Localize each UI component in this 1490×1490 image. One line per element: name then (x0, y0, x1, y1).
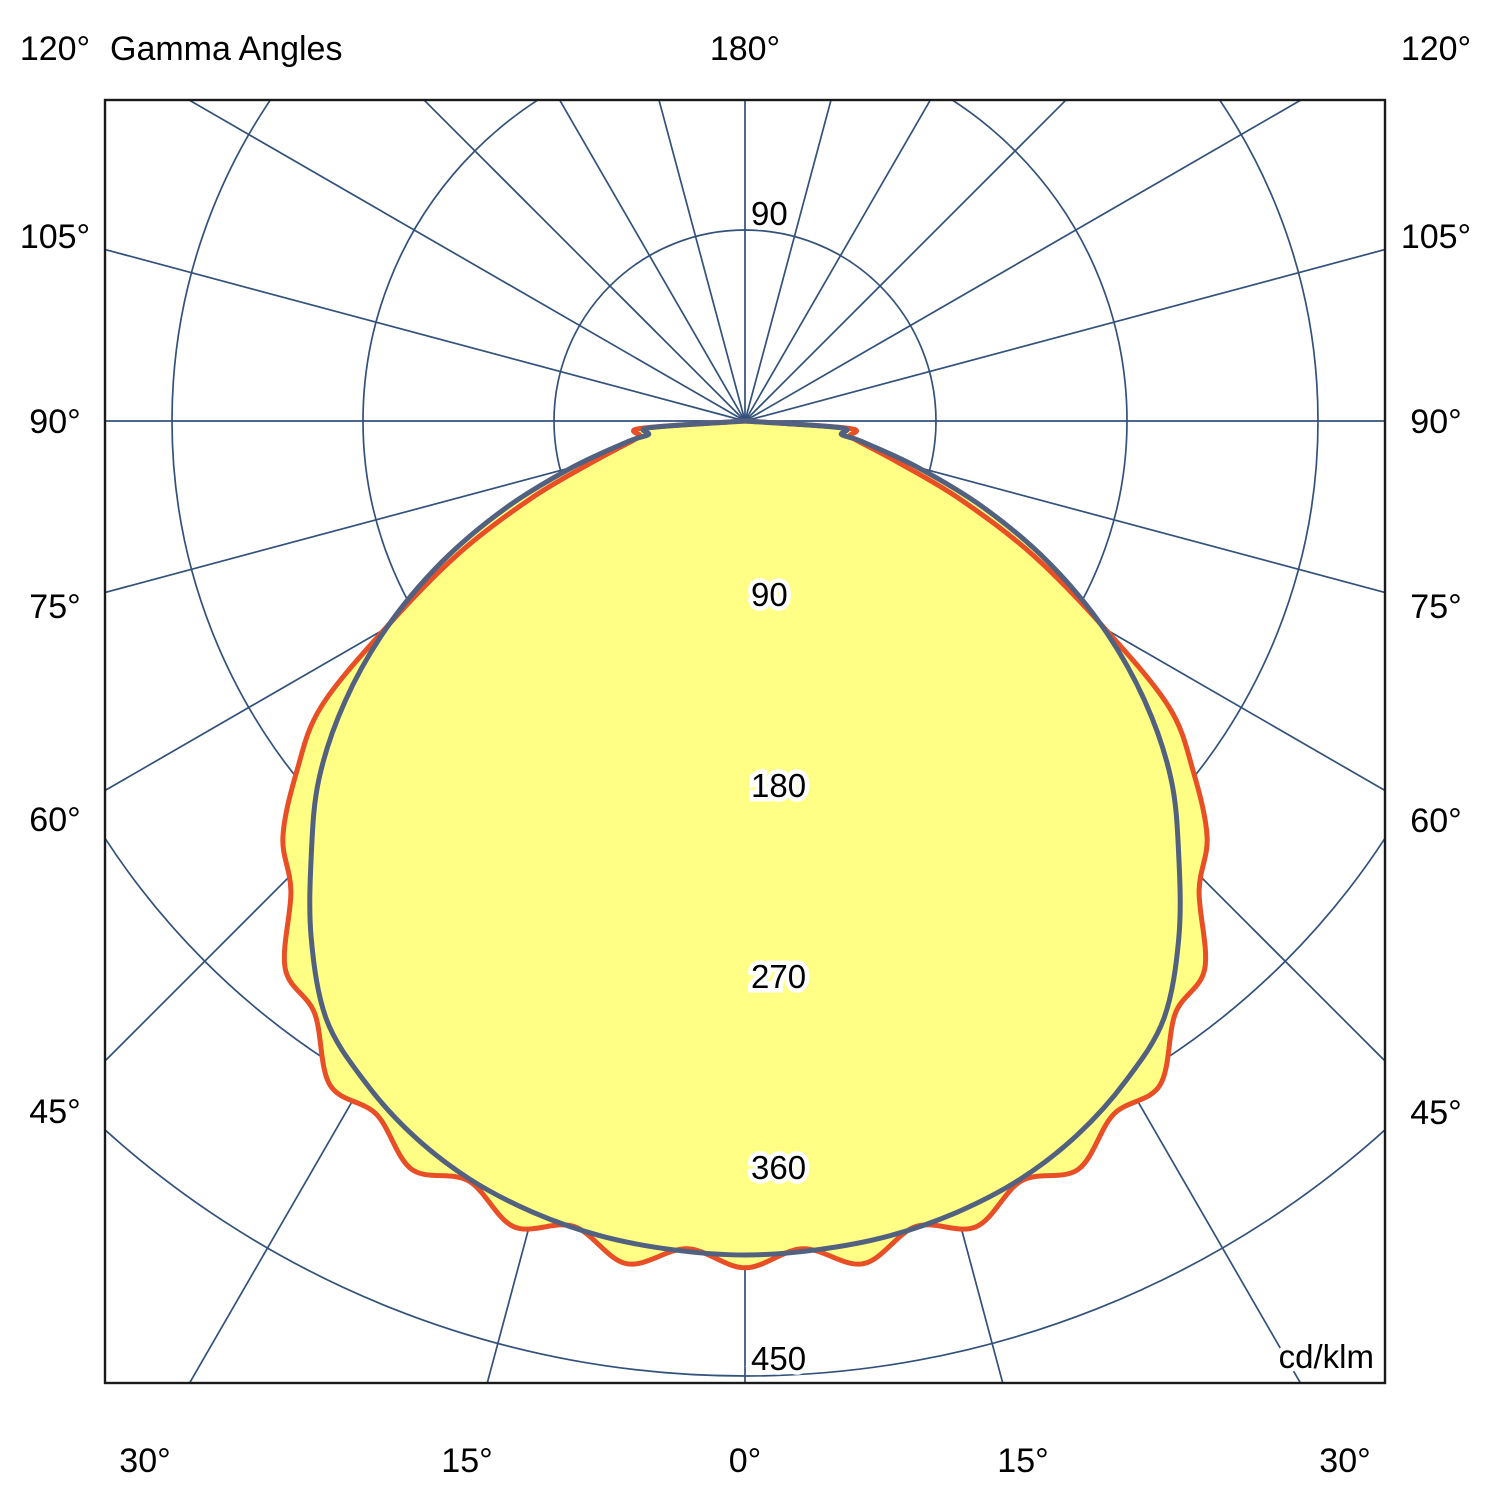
angle-gridline-120 (744, 100, 1303, 422)
gamma-label-left-105: 105° (20, 218, 90, 256)
gamma-label-bottom-30: 30° (1319, 1442, 1370, 1480)
gamma-label-bottom-15: 15° (997, 1442, 1048, 1480)
curve-blue (307, 418, 1183, 1258)
gamma-label-right-90: 90° (1410, 403, 1461, 441)
angle-gridline-210 (558, 100, 746, 422)
radial-tick-label-90: 90 (751, 576, 788, 613)
angle-gridline-165 (744, 100, 832, 422)
plot-border (103, 98, 1387, 1385)
radial-tick-label-450: 450 (751, 1340, 806, 1377)
angle-gridline-135 (744, 100, 1068, 422)
gamma-label-left-75: 75° (29, 588, 80, 626)
gamma-label-bottom--30: 30° (119, 1442, 170, 1480)
gamma-label-bottom--15: 15° (441, 1442, 492, 1480)
radial-tick-label-360: 360 (751, 1149, 806, 1186)
angle-gridline-285 (105, 420, 746, 594)
gamma-label-left-60: 60° (29, 801, 80, 839)
angle-gridline-255 (105, 248, 746, 422)
gamma-label-left-45: 45° (29, 1093, 80, 1131)
unit-label: cd/klm (1279, 1338, 1374, 1375)
angle-gridline-75 (744, 420, 1385, 594)
angle-gridline-195 (658, 100, 746, 422)
angle-gridline-225 (422, 100, 746, 422)
gamma-label-right-105: 105° (1401, 218, 1471, 256)
intensity-curves (280, 418, 1210, 1271)
radial-tick-label-270: 270 (751, 958, 806, 995)
gamma-label-right-75: 75° (1410, 588, 1461, 626)
gamma-label-left-90: 90° (29, 403, 80, 441)
gamma-label-bottom-0: 0° (729, 1442, 762, 1480)
gamma-label-right-45: 45° (1410, 1094, 1461, 1132)
radial-tick-label-upper-90: 90 (751, 195, 788, 232)
curve-red-fill (282, 421, 1208, 1268)
chart-title: Gamma Angles (110, 30, 342, 68)
gamma-label-top-right: 120° (1401, 30, 1471, 68)
gamma-label-right-60: 60° (1410, 802, 1461, 840)
angle-gridline-240 (187, 100, 746, 422)
radial-tick-label-180: 180 (751, 767, 806, 804)
angle-gridline-105 (744, 248, 1385, 422)
gamma-label-top-left: 120° (20, 30, 90, 68)
gamma-label-top-center: 180° (710, 30, 780, 68)
angle-gridline-150 (744, 100, 932, 422)
